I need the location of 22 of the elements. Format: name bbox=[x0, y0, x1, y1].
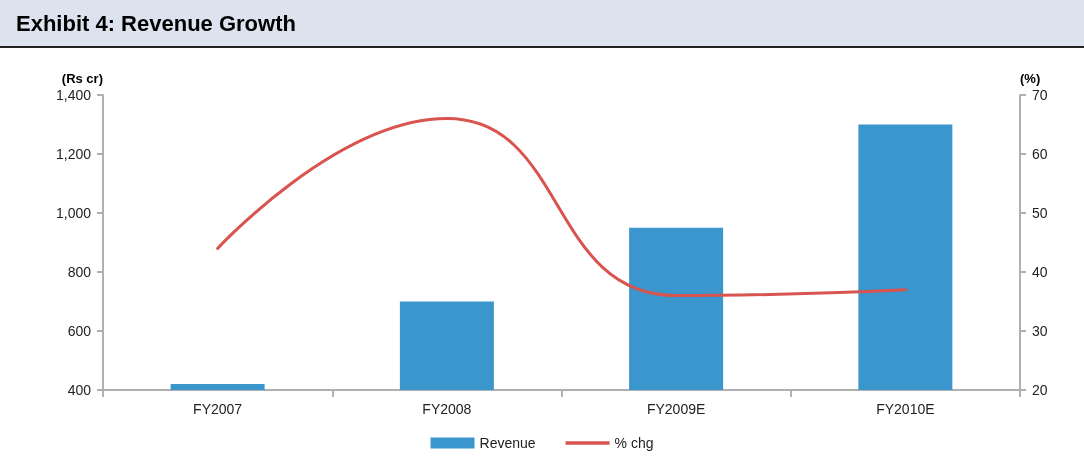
legend-label: % chg bbox=[614, 435, 654, 451]
x-tick-label: FY2008 bbox=[422, 401, 472, 417]
y2-axis-title: (%) bbox=[1020, 71, 1041, 86]
x-tick-label: FY2010E bbox=[876, 401, 935, 417]
y-axis-title: (Rs cr) bbox=[61, 71, 103, 86]
y2-tick-label: 60 bbox=[1032, 146, 1048, 162]
y2-tick-label: 70 bbox=[1032, 87, 1048, 103]
y2-tick-label: 30 bbox=[1032, 323, 1048, 339]
line-series bbox=[216, 117, 907, 298]
y-tick-label: 600 bbox=[67, 323, 92, 339]
y2-tick-label: 40 bbox=[1032, 264, 1048, 280]
y-tick-label: 400 bbox=[67, 382, 92, 398]
legend-label: Revenue bbox=[479, 435, 536, 451]
y2-tick-label: 50 bbox=[1032, 205, 1048, 221]
chart-title: Exhibit 4: Revenue Growth bbox=[16, 11, 296, 37]
y-tick-label: 1,000 bbox=[55, 205, 92, 221]
x-tick-label: FY2009E bbox=[646, 401, 706, 417]
y-tick-label: 1,200 bbox=[55, 146, 92, 162]
x-tick-label: FY2007 bbox=[193, 401, 243, 417]
y2-tick-label: 20 bbox=[1032, 382, 1048, 398]
y-tick-label: 800 bbox=[67, 264, 92, 280]
y-tick-label: 1,400 bbox=[55, 87, 92, 103]
